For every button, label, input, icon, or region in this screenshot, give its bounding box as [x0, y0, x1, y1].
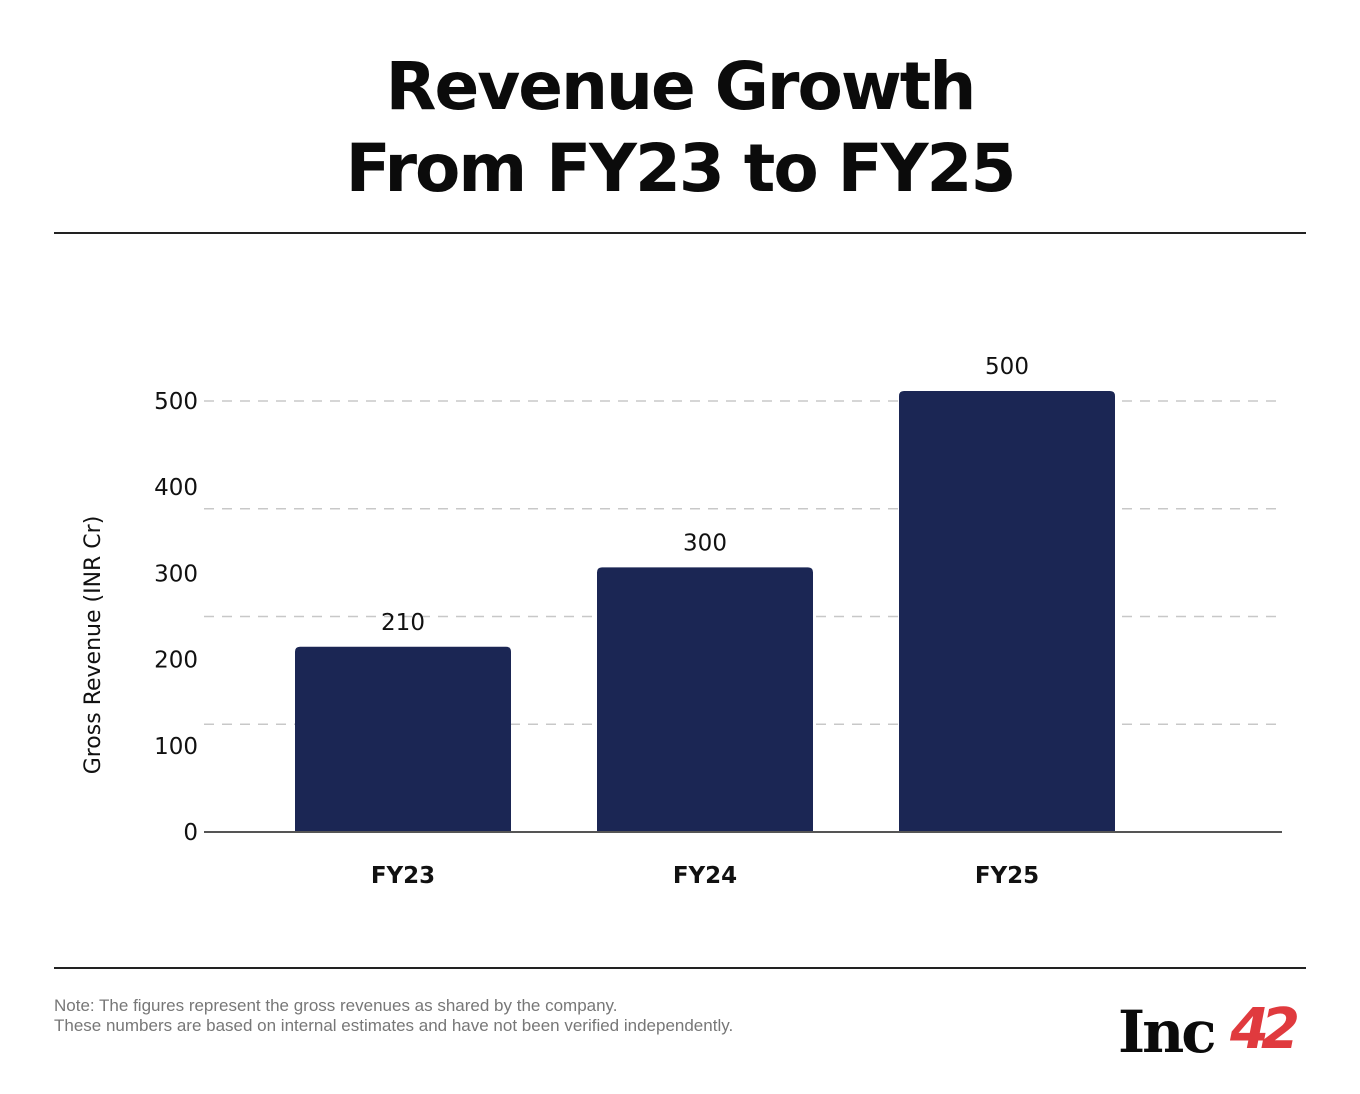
- x-categories: FY23 FY24 FY25: [371, 863, 1039, 889]
- chart-title-line-1: Revenue Growth: [385, 48, 977, 125]
- bar-fy24: [597, 567, 813, 832]
- bar-fy23: [295, 646, 511, 832]
- x-category-label: FY25: [975, 863, 1039, 889]
- y-tick-label: 300: [154, 561, 198, 587]
- footnote-line-1: Note: The figures represent the gross re…: [54, 996, 618, 1015]
- chart-title: Revenue Growth From FY23 to FY25: [0, 46, 1360, 210]
- y-ticks: 0 100 200 300 400 500: [154, 389, 198, 846]
- y-tick-label: 0: [183, 820, 198, 846]
- data-label: 300: [683, 530, 727, 556]
- bottom-divider: [54, 967, 1306, 969]
- y-tick-label: 400: [154, 475, 198, 501]
- chart-title-line-2: From FY23 to FY25: [345, 130, 1017, 207]
- y-axis-label: Gross Revenue (INR Cr): [81, 516, 106, 775]
- bars: [295, 391, 1115, 832]
- y-tick-label: 100: [154, 734, 198, 760]
- x-category-label: FY23: [371, 863, 435, 889]
- footnote: Note: The figures represent the gross re…: [54, 996, 733, 1036]
- inc42-logo: Inc 42: [1118, 998, 1305, 1060]
- top-divider: [54, 232, 1306, 234]
- y-tick-label: 500: [154, 389, 198, 415]
- bar-fy25: [899, 391, 1115, 832]
- data-label: 210: [381, 610, 425, 636]
- y-tick-label: 200: [154, 648, 198, 674]
- logo-42: 42: [1229, 998, 1297, 1060]
- footnote-line-2: These numbers are based on internal esti…: [54, 1016, 734, 1035]
- data-label: 500: [985, 354, 1029, 380]
- logo-inc: Inc: [1118, 998, 1214, 1060]
- data-labels: 210 300 500: [381, 354, 1029, 636]
- x-category-label: FY24: [673, 863, 737, 889]
